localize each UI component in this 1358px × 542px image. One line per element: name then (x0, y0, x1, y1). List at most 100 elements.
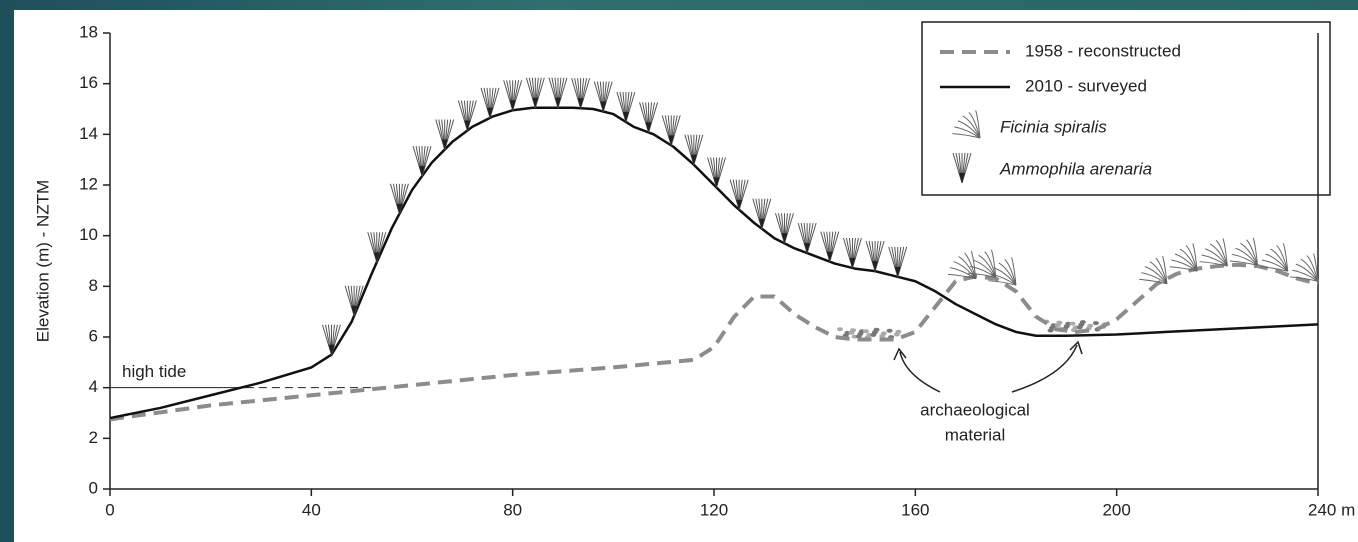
ammophila-icon (435, 119, 455, 150)
archaeological-material (879, 334, 886, 338)
ficinia-leaf (1004, 259, 1017, 286)
x-tick-label: 200 (1102, 500, 1130, 519)
ammophila-leaf (874, 240, 885, 272)
ammophila-leaf (466, 100, 477, 131)
ficinia-leaf (990, 273, 1017, 286)
archaeological-material (886, 328, 893, 333)
ammophila-icon (774, 213, 794, 244)
ficinia-leaf (1139, 278, 1168, 285)
ammophila-tip (959, 173, 965, 183)
x-tick-label: 240 m (1308, 500, 1355, 519)
annotation: material (945, 425, 1005, 444)
ficinia-leaf (1270, 248, 1289, 272)
ficinia-leaf (1222, 238, 1228, 267)
ficinia-leaf (970, 265, 997, 278)
ammophila-icon (367, 232, 387, 263)
arrow (899, 351, 941, 393)
ammophila-tip (554, 97, 561, 108)
ficinia-leaf (953, 261, 977, 280)
ficinia-leaf (949, 267, 976, 280)
ammophila-icon (503, 80, 523, 111)
ficinia-leaf (1179, 248, 1198, 272)
ficinia-leaf (1215, 240, 1228, 267)
arrow (1011, 344, 1078, 393)
ficinia-leaf (1306, 255, 1319, 282)
ficinia-leaf (990, 249, 997, 278)
legend-label: Ammophila arenaria (999, 159, 1152, 178)
ammophila-tip (373, 252, 380, 263)
archaeological-material (1076, 325, 1083, 330)
ammophila-leaf (353, 285, 364, 316)
ammophila-leaf (557, 77, 568, 108)
ficinia-leaf (1155, 257, 1168, 284)
ficinia-leaf (968, 272, 996, 278)
arrowhead (1069, 340, 1083, 355)
archaeological-material (870, 332, 877, 337)
ficinia-icon (1229, 237, 1259, 266)
archaeological-material (893, 332, 900, 337)
y-tick-label: 16 (79, 73, 98, 92)
ammophila-tip (781, 233, 788, 244)
archaeological-material (1054, 323, 1061, 328)
ammophila-leaf (444, 119, 455, 150)
ficinia-icon (952, 110, 981, 139)
ammophila-icon (865, 240, 885, 272)
y-tick-label: 12 (79, 174, 98, 193)
ammophila-icon (842, 237, 862, 269)
ficinia-leaf (1260, 266, 1288, 272)
ficinia-icon (1139, 255, 1168, 285)
ammophila-tip (441, 139, 448, 150)
ammophila-tip (668, 135, 675, 146)
ammophila-leaf (625, 91, 636, 123)
ammophila-icon (525, 77, 545, 108)
y-tick-label: 10 (79, 225, 98, 244)
ficinia-leaf (1171, 259, 1198, 272)
ammophila-icon (457, 100, 477, 131)
ficinia-icon (947, 250, 977, 280)
ficinia-leaf (993, 267, 1017, 286)
ficinia-leaf (1261, 259, 1289, 272)
archaeological-material (848, 330, 855, 335)
ammophila-tip (849, 257, 856, 268)
ficinia-leaf (1141, 272, 1168, 285)
ammophila-tip (713, 177, 720, 188)
ficinia-leaf (952, 133, 981, 139)
ammophila-tip (487, 107, 494, 118)
ammophila-icon (707, 157, 726, 188)
x-tick-label: 0 (105, 500, 114, 519)
ficinia-leaf (1276, 245, 1289, 272)
ficinia-icon (1169, 243, 1198, 272)
annotation: archaeological (920, 400, 1030, 419)
ficinia-leaf (1282, 243, 1289, 272)
ammophila-leaf (580, 78, 591, 109)
ammophila-leaf (716, 157, 726, 188)
ammophila-leaf (421, 145, 432, 177)
ammophila-icon (820, 231, 840, 262)
ammophila-tip (351, 305, 358, 316)
ammophila-icon (548, 77, 568, 108)
ammophila-tip (894, 266, 901, 277)
ficinia-leaf (1313, 253, 1319, 282)
ammophila-icon (616, 91, 636, 123)
ammophila-leaf (829, 231, 840, 262)
ammophila-leaf (693, 134, 704, 165)
ammophila-leaf (806, 222, 817, 254)
y-tick-label: 2 (89, 428, 98, 447)
ficinia-leaf (968, 111, 981, 139)
x-tick-label: 80 (503, 500, 522, 519)
y-tick-label: 0 (89, 478, 98, 497)
ficinia-leaf (947, 273, 976, 280)
ficinia-icon (1290, 253, 1319, 282)
ammophila-leaf (330, 324, 341, 355)
ammophila-icon (412, 145, 432, 177)
y-tick-label: 6 (89, 326, 98, 345)
ammophila-leaf (489, 87, 500, 119)
ficinia-leaf (1292, 269, 1319, 282)
ammophila-icon (729, 179, 749, 210)
ammophila-tip (804, 243, 811, 254)
ammophila-tip (826, 251, 833, 262)
ficinia-leaf (1231, 253, 1258, 266)
ammophila-leaf (376, 232, 387, 263)
ammophila-tip (690, 154, 697, 165)
